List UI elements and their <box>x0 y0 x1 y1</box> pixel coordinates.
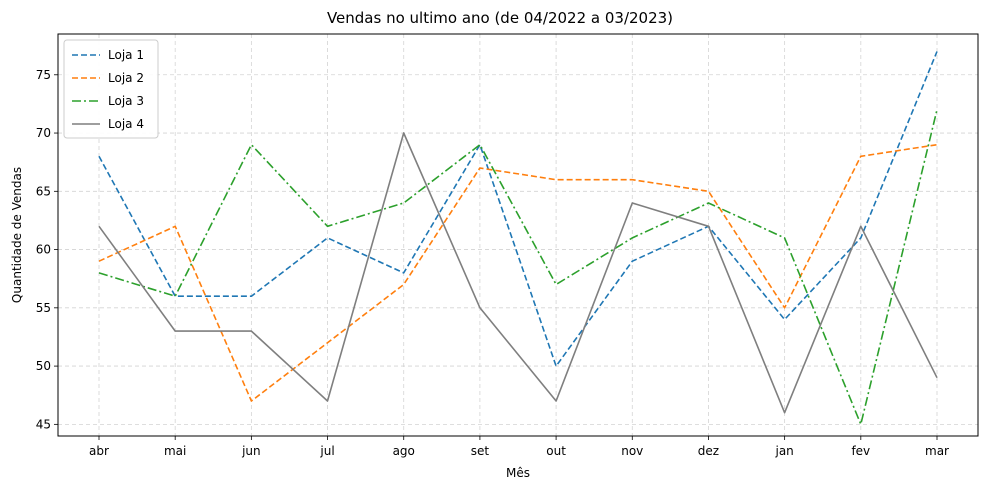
y-tick-label: 65 <box>36 184 51 198</box>
y-tick-label: 60 <box>36 243 51 257</box>
x-tick-label: jun <box>241 444 261 458</box>
legend: Loja 1 Loja 2 Loja 3 Loja 4 <box>63 39 159 139</box>
y-tick-label: 45 <box>36 417 51 431</box>
legend-label-loja-2: Loja 2 <box>108 71 144 85</box>
legend-label-loja-4: Loja 4 <box>108 117 144 131</box>
y-tick-label: 75 <box>36 68 51 82</box>
legend-label-loja-3: Loja 3 <box>108 94 144 108</box>
x-tick-label: fev <box>851 444 870 458</box>
x-tick-label: out <box>546 444 566 458</box>
legend-box <box>63 39 159 139</box>
chart-title: Vendas no ultimo ano (de 04/2022 a 03/20… <box>327 9 673 27</box>
series-layer <box>98 51 938 426</box>
grid-layer <box>58 34 978 436</box>
x-tick-label: set <box>471 444 490 458</box>
y-tick-label: 50 <box>36 359 51 373</box>
y-axis-label: Quantidade de Vendas <box>10 167 24 303</box>
legend-label-loja-1: Loja 1 <box>108 48 144 62</box>
x-tick-label: abr <box>89 444 109 458</box>
series-line-loja-3 <box>98 109 938 426</box>
series-line-loja-1 <box>98 51 938 367</box>
series-line-loja-4 <box>98 132 938 414</box>
y-tick-label: 55 <box>36 301 51 315</box>
x-tick-label: mar <box>925 444 949 458</box>
y-axis-ticks: 45 50 55 60 65 70 75 <box>36 68 58 431</box>
x-tick-label: ago <box>393 444 415 458</box>
x-axis-ticks: abr mai jun jul ago set out nov dez jan fev mar <box>89 436 949 458</box>
y-tick-label: 70 <box>36 126 51 140</box>
x-tick-label: nov <box>621 444 643 458</box>
x-tick-label: jan <box>774 444 793 458</box>
plot-frame <box>57 33 979 437</box>
x-tick-label: jul <box>319 444 334 458</box>
x-axis-label: Mês <box>506 466 530 480</box>
series-line-loja-2 <box>98 143 938 402</box>
x-tick-label: dez <box>698 444 719 458</box>
x-tick-label: mai <box>164 444 186 458</box>
